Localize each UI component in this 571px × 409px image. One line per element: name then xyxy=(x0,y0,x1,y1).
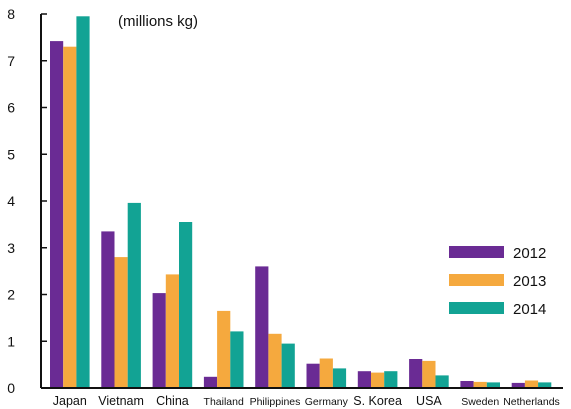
bar-2014-china xyxy=(179,222,193,388)
y-tick-label: 4 xyxy=(7,193,15,209)
bar-2012-netherlands xyxy=(511,382,525,388)
bar-2014-philippines xyxy=(281,343,295,388)
bar-2012-germany xyxy=(306,363,320,388)
bar-2013-usa xyxy=(422,360,436,388)
legend-label-2014: 2014 xyxy=(513,301,546,318)
bar-2014-germany xyxy=(332,368,347,388)
bar-2013-sweden xyxy=(473,381,487,388)
bar-2014-netherlands xyxy=(538,382,552,388)
x-category-label: Germany xyxy=(305,396,349,408)
bar-2012-china xyxy=(152,293,166,388)
bar-2013-thailand xyxy=(217,310,231,388)
x-category-label: Vietnam xyxy=(98,394,144,408)
y-tick-label: 0 xyxy=(7,380,15,396)
bar-2013-germany xyxy=(319,358,333,388)
bar-2012-philippines xyxy=(255,266,269,388)
legend-swatch-2012 xyxy=(449,246,504,258)
x-category-label: Netherlands xyxy=(503,396,560,408)
bar-2014-s-korea xyxy=(384,371,398,388)
x-category-label: USA xyxy=(416,394,442,408)
bar-2013-s-korea xyxy=(371,372,385,388)
legend-swatch-2013 xyxy=(449,274,504,286)
axes-group: 0 1 2 3 4 5 6 7 8 Japan Vietnam China Thailand Philip… xyxy=(7,6,563,408)
bar-2012-vietnam xyxy=(101,231,115,388)
x-category-label: Thailand xyxy=(204,396,244,408)
y-tick-label: 5 xyxy=(7,146,15,162)
bar-2014-japan xyxy=(76,16,90,389)
bar-2013-japan xyxy=(63,46,77,388)
bar-2013-philippines xyxy=(268,333,282,388)
y-tick-label: 2 xyxy=(7,287,15,303)
legend-swatch-2014 xyxy=(449,302,504,314)
x-category-label: Philippines xyxy=(250,396,301,408)
y-tick-label: 7 xyxy=(7,53,15,69)
legend-label-2012: 2012 xyxy=(513,245,546,262)
bar-2014-vietnam xyxy=(127,202,141,388)
bar-2013-netherlands xyxy=(524,380,539,388)
bar-2013-china xyxy=(165,274,179,388)
unit-label: (millions kg) xyxy=(118,13,198,30)
x-category-label: Sweden xyxy=(461,396,499,408)
x-category-label: China xyxy=(156,394,189,408)
y-tick-label: 1 xyxy=(7,333,15,349)
legend: 2012 2013 2014 xyxy=(449,245,546,318)
bar-2012-thailand xyxy=(203,376,218,388)
x-category-label: Japan xyxy=(53,394,87,408)
bar-2012-s-korea xyxy=(357,371,371,388)
y-tick-label: 8 xyxy=(7,6,15,22)
y-tick-label: 6 xyxy=(7,100,15,116)
bar-2014-thailand xyxy=(230,331,244,388)
bar-2012-usa xyxy=(409,359,423,388)
bar-2014-sweden xyxy=(486,382,500,388)
bar-2014-usa xyxy=(435,375,449,388)
y-tick-label: 3 xyxy=(7,240,15,256)
bar-2013-vietnam xyxy=(114,257,128,388)
bar-2012-japan xyxy=(50,41,64,388)
legend-label-2013: 2013 xyxy=(513,273,546,290)
bar-2012-sweden xyxy=(460,381,474,388)
bars-group xyxy=(50,16,552,389)
x-category-label: S. Korea xyxy=(353,394,402,408)
